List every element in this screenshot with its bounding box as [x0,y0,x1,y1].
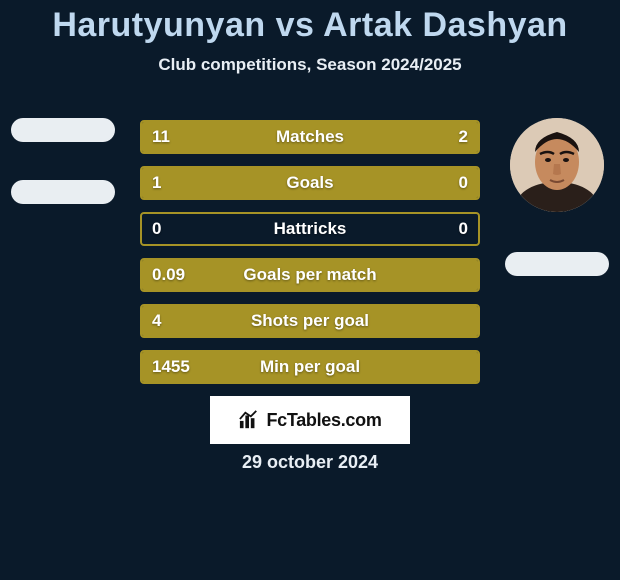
stat-bars: 112Matches 10Goals 00Hattricks 0.09Goals pe… [140,120,480,384]
bar-label: Shots per goal [142,311,478,331]
stat-bar: 112Matches [140,120,480,154]
bar-label: Min per goal [142,357,478,377]
stat-bar: 1455Min per goal [140,350,480,384]
player-right-panel [502,118,612,276]
stat-bar: 00Hattricks [140,212,480,246]
stat-bar: 0.09Goals per match [140,258,480,292]
page-title: Harutyunyan vs Artak Dashyan [0,0,620,45]
bar-label: Matches [142,127,478,147]
bar-label: Goals per match [142,265,478,285]
branding-badge: FcTables.com [210,396,410,444]
bar-chart-icon [238,410,260,430]
branding-text: FcTables.com [266,410,381,431]
player-left-panel [8,118,118,204]
footer-date: 29 october 2024 [0,452,620,473]
bar-label: Hattricks [142,219,478,239]
stat-bar: 10Goals [140,166,480,200]
bar-label: Goals [142,173,478,193]
player-right-name-pill [505,252,609,276]
player-left-blank-pill [11,180,115,204]
player-right-avatar [510,118,604,212]
player-left-name-pill [11,118,115,142]
stat-bar: 4Shots per goal [140,304,480,338]
subtitle: Club competitions, Season 2024/2025 [0,55,620,75]
